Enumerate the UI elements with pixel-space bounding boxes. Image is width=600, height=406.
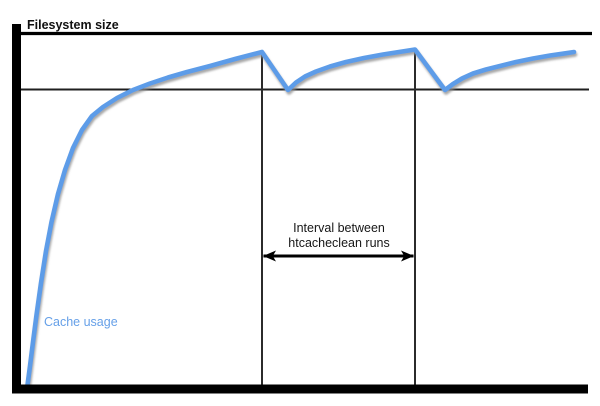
interval-label-line1: Interval between [293,221,385,235]
cache-usage-curve [25,47,577,388]
filesystem-size-label: Filesystem size [27,18,119,32]
interval-label-line2: htcacheclean runs [288,236,389,250]
cache-usage-label: Cache usage [44,315,118,329]
